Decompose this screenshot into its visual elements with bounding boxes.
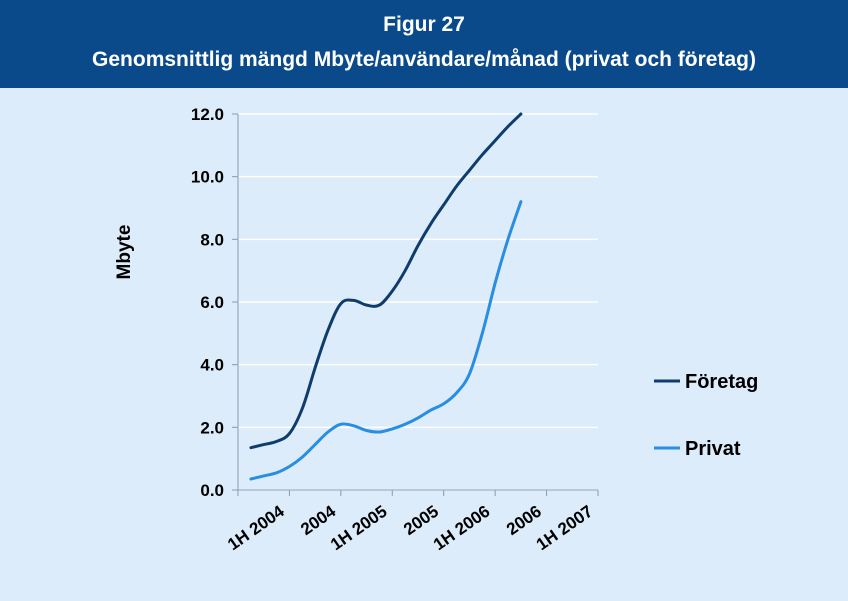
y-tick-label: 10.0 (191, 168, 224, 187)
x-tick-label: 1H 2007 (533, 502, 597, 554)
x-tick-label: 1H 2004 (224, 501, 288, 554)
figure-number: Figur 27 (383, 13, 465, 36)
y-tick-labels: 0.0 2.0 4.0 6.0 8.0 10.0 12.0 (191, 105, 224, 500)
chart-header: Figur 27 Genomsnittlig mängd Mbyte/använ… (0, 0, 848, 88)
series-lines (249, 112, 523, 481)
y-axis-label: Mbyte (114, 225, 135, 280)
chart-title: Genomsnittlig mängd Mbyte/användare/måna… (92, 48, 756, 71)
legend-label-f-retag: Företag (685, 371, 758, 393)
grid-lines (238, 113, 598, 491)
y-tick-label: 8.0 (200, 230, 224, 249)
series-line-privat (249, 200, 523, 481)
x-tick-label: 1H 2005 (327, 502, 391, 554)
y-tick-label: 4.0 (200, 356, 224, 375)
x-tick-label: 1H 2006 (430, 502, 494, 554)
axes (232, 113, 599, 496)
legend: Företag Privat (654, 371, 758, 460)
y-tick-label: 12.0 (191, 105, 224, 124)
y-tick-label: 0.0 (200, 481, 224, 500)
y-tick-label: 2.0 (200, 418, 224, 437)
series-line-f-retag (249, 112, 523, 450)
y-tick-label: 6.0 (200, 293, 224, 312)
legend-label-privat: Privat (685, 438, 741, 460)
